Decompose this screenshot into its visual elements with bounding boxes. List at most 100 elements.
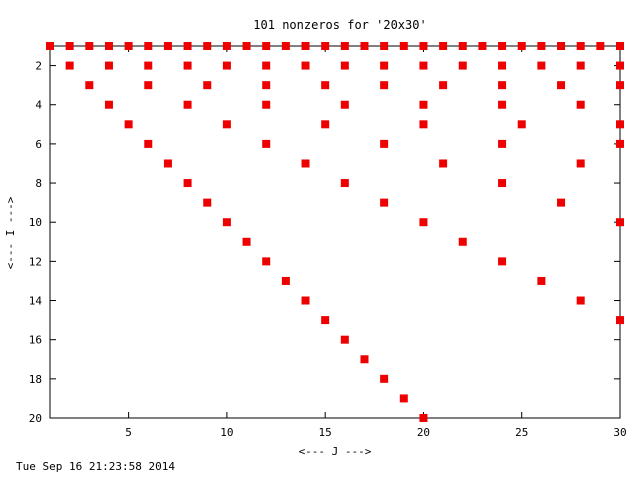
data-point [616,218,624,227]
y-axis-label: <--- I ---> [4,196,17,269]
data-point [321,81,330,90]
data-point [163,159,172,168]
y-tick-label: 12 [29,255,42,268]
data-point [616,42,624,50]
data-point [262,42,271,50]
data-point [478,42,487,50]
x-tick-label: 20 [417,426,430,439]
data-point [340,335,349,344]
data-point [380,374,389,383]
y-tick-label: 8 [35,177,42,190]
data-point [458,237,467,246]
x-axis-label: <--- J ---> [299,445,372,458]
data-point [222,61,231,70]
data-point [242,237,251,246]
data-point [183,42,192,50]
data-point [281,42,290,50]
data-point [144,139,153,148]
data-point [340,100,349,109]
x-tick-label: 15 [319,426,332,439]
data-point [222,218,231,227]
data-point [458,61,467,70]
data-point [65,61,74,70]
data-point [262,61,271,70]
data-point [340,42,349,50]
plot-frame [49,45,621,419]
y-tick-label: 10 [29,216,42,229]
data-point [104,42,113,50]
y-tick-label: 14 [29,295,43,308]
y-tick-label: 6 [35,138,42,151]
data-point [616,61,624,70]
data-point [458,42,467,50]
data-point [262,257,271,266]
data-point [380,61,389,70]
y-tick-label: 4 [35,99,42,112]
data-point [576,296,585,305]
y-tick-label: 2 [35,60,42,73]
data-point [144,42,153,50]
data-point [419,414,428,422]
data-point [576,159,585,168]
x-tick-label: 5 [125,426,132,439]
data-point [183,179,192,188]
data-point [537,276,546,285]
data-point [360,355,369,364]
data-point [222,42,231,50]
data-point [301,159,310,168]
x-tick-label: 10 [220,426,233,439]
data-point [616,139,624,148]
data-point [380,81,389,90]
y-tick-label: 18 [29,373,42,386]
data-point [163,42,172,50]
data-point [517,42,526,50]
data-point [557,42,566,50]
data-point [419,218,428,227]
data-point [419,120,428,129]
data-point [85,42,94,50]
data-point [517,120,526,129]
data-point [340,61,349,70]
y-axis-ticks: 2 4 6 8 10 12 14 16 18 20 [29,60,620,425]
data-point [65,42,74,50]
data-point [399,42,408,50]
x-tick-label: 25 [515,426,528,439]
data-point [360,42,369,50]
data-point [321,120,330,129]
data-point [203,42,212,50]
data-point [262,100,271,109]
data-point [498,42,507,50]
data-point [321,42,330,50]
data-point [203,198,212,207]
data-point [242,42,251,50]
data-point [399,394,408,403]
chart-title: 101 nonzeros for '20x30' [253,18,426,32]
data-point [203,81,212,90]
data-point [301,61,310,70]
data-point [380,198,389,207]
data-point [144,81,153,90]
data-point [380,139,389,148]
data-point [537,61,546,70]
data-point [616,81,624,90]
x-tick-label: 30 [613,426,626,439]
data-point [576,61,585,70]
data-point [301,296,310,305]
data-points [46,42,624,422]
plot-axes [49,45,621,419]
data-point [124,42,133,50]
data-point [183,100,192,109]
data-point [616,120,624,129]
footer-timestamp: Tue Sep 16 21:23:58 2014 [16,460,175,473]
data-point [183,61,192,70]
data-point [46,42,54,50]
data-point [419,100,428,109]
data-point [321,316,330,325]
data-point [419,61,428,70]
data-point [576,100,585,109]
y-tick-label: 20 [29,412,42,425]
data-point [262,81,271,90]
x-axis-ticks: 5 10 15 20 25 30 [125,46,627,439]
y-tick-label: 16 [29,334,42,347]
